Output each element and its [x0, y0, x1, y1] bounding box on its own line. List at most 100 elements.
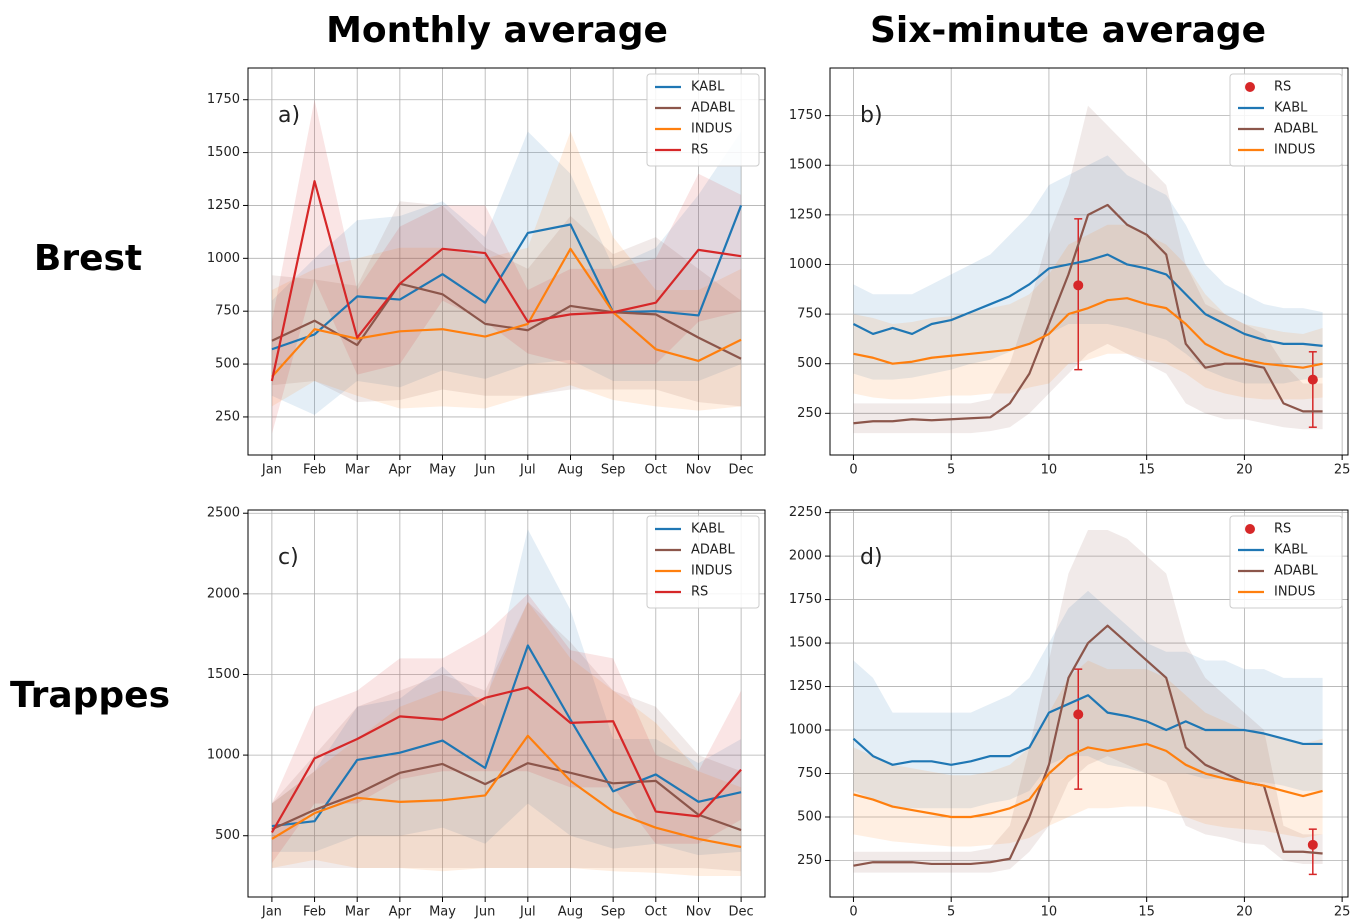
series-line	[271, 762, 742, 832]
x-tick-label: Dec	[729, 905, 754, 920]
y-tick-label: 2250	[789, 505, 822, 520]
y-tick-label: 1500	[207, 667, 240, 682]
point	[1307, 374, 1318, 385]
x-tick-label: Jan	[261, 905, 282, 920]
x-tick-label: Mar	[345, 905, 370, 920]
legend-marker	[1245, 524, 1255, 534]
series-line	[271, 644, 742, 828]
band	[271, 593, 742, 864]
plot-frame	[247, 67, 766, 456]
y-tick-label: 1500	[207, 145, 240, 160]
x-tick-label: 0	[849, 905, 857, 920]
y-tick-label: 750	[797, 307, 822, 322]
y-tick-label: 250	[797, 406, 822, 421]
legend-label: RS	[691, 143, 708, 158]
legend-label: KABL	[691, 522, 725, 537]
x-tick-label: Feb	[303, 905, 326, 920]
legend-label: KABL	[1274, 543, 1308, 558]
legend-label: ADABL	[1274, 122, 1318, 137]
y-tick-label: 500	[797, 356, 822, 371]
y-tick-label: 2500	[207, 506, 240, 521]
x-tick-label: 5	[947, 463, 955, 478]
band	[271, 601, 742, 877]
y-tick-label: 750	[215, 304, 240, 319]
series-line	[271, 734, 742, 849]
x-tick-label: 25	[1334, 463, 1351, 478]
x-tick-label: 25	[1334, 905, 1351, 920]
x-tick-label: Nov	[686, 463, 712, 478]
y-tick-label: 1750	[789, 592, 822, 607]
x-tick-label: Jan	[261, 463, 282, 478]
y-tick-label: 1500	[789, 158, 822, 173]
band	[271, 201, 742, 407]
x-tick-label: 20	[1236, 905, 1253, 920]
x-tick-label: Jul	[519, 463, 536, 478]
x-tick-label: Sep	[601, 463, 626, 478]
series-line	[270, 686, 742, 834]
series-line	[853, 742, 1323, 819]
x-tick-label: Apr	[389, 463, 412, 478]
legend-label: KABL	[691, 80, 725, 95]
x-tick-label: May	[429, 463, 456, 478]
legend-box	[646, 515, 760, 609]
x-tick-label: Feb	[303, 463, 326, 478]
row-label: Trappes	[10, 675, 170, 716]
plot-frame	[829, 67, 1349, 456]
x-tick-label: 20	[1236, 463, 1253, 478]
band	[271, 131, 742, 411]
y-tick-label: 250	[215, 409, 240, 424]
y-tick-label: 1000	[207, 748, 240, 763]
y-tick-label: 1500	[789, 636, 822, 651]
x-tick-label: 10	[1041, 463, 1058, 478]
x-tick-label: Aug	[558, 463, 583, 478]
x-tick-label: 15	[1138, 905, 1155, 920]
x-tick-label: 0	[849, 463, 857, 478]
legend-label: INDUS	[1274, 143, 1315, 158]
legend-marker	[1245, 82, 1255, 92]
legend-label: RS	[1274, 80, 1291, 95]
y-tick-label: 500	[215, 357, 240, 372]
x-tick-label: Mar	[345, 463, 370, 478]
y-tick-label: 500	[215, 828, 240, 843]
band	[853, 224, 1323, 400]
series-line	[852, 694, 1323, 766]
plot-frame	[247, 509, 766, 898]
series-line	[853, 297, 1323, 369]
series-line	[271, 205, 743, 351]
y-tick-label: 1750	[789, 108, 822, 123]
x-tick-label: Oct	[645, 463, 667, 478]
y-tick-label: 1250	[789, 207, 822, 222]
x-tick-label: Sep	[601, 905, 626, 920]
column-title: Monthly average	[326, 10, 668, 51]
y-tick-label: 1250	[207, 198, 240, 213]
x-tick-label: 5	[947, 905, 955, 920]
x-tick-label: 15	[1138, 463, 1155, 478]
y-tick-label: 1000	[789, 257, 822, 272]
x-tick-label: Oct	[645, 905, 667, 920]
panel-label: b)	[860, 103, 883, 128]
legend-label: INDUS	[691, 564, 732, 579]
plot-frame	[829, 509, 1349, 898]
band	[853, 660, 1323, 847]
y-tick-label: 1250	[789, 679, 822, 694]
column-title: Six-minute average	[870, 10, 1266, 51]
series-line	[852, 253, 1323, 347]
legend-box	[1229, 515, 1343, 609]
legend-label: ADABL	[691, 543, 735, 558]
y-tick-label: 2000	[207, 586, 240, 601]
point	[1073, 280, 1084, 291]
x-tick-label: Jul	[519, 905, 536, 920]
band	[853, 105, 1323, 434]
legend-label: ADABL	[1274, 564, 1318, 579]
legend-label: ADABL	[691, 101, 735, 116]
y-tick-label: 2000	[789, 549, 822, 564]
series-line	[270, 180, 742, 382]
panel-label: a)	[278, 103, 300, 128]
y-tick-label: 1750	[207, 92, 240, 107]
series-line	[271, 282, 742, 360]
series-line	[853, 203, 1323, 425]
x-tick-label: 10	[1041, 905, 1058, 920]
row-label: Brest	[34, 238, 142, 279]
legend-label: RS	[691, 585, 708, 600]
